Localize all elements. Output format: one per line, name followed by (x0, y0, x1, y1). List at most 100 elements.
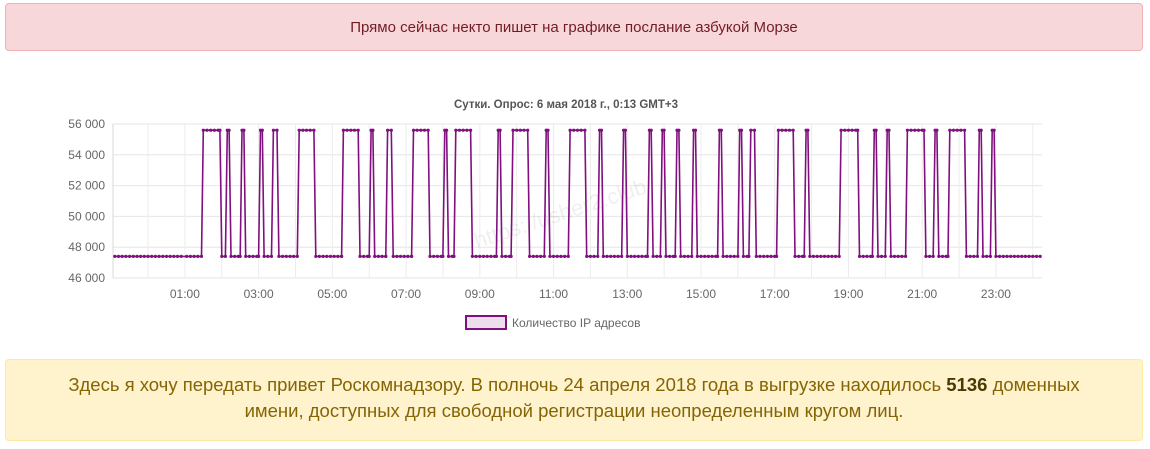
data-point (749, 128, 753, 132)
data-point (793, 254, 797, 258)
data-point (588, 254, 593, 258)
data-point (928, 254, 932, 258)
data-point (304, 128, 309, 132)
data-point (892, 254, 897, 258)
data-point (880, 254, 884, 258)
series-ip-count (113, 128, 1042, 258)
data-point (358, 254, 362, 258)
data-point (139, 254, 143, 258)
data-point (531, 254, 535, 258)
data-point (787, 128, 792, 132)
data-point (951, 128, 956, 132)
data-point (205, 128, 209, 132)
data-point (1001, 254, 1005, 258)
data-point (511, 128, 515, 132)
data-point (223, 254, 227, 258)
data-point (380, 254, 384, 258)
data-point (411, 128, 416, 132)
data-point (575, 128, 580, 132)
y-tick-label: 50 000 (68, 209, 105, 223)
chart-legend[interactable]: Количество IP адресов (465, 315, 640, 330)
legend-swatch[interactable] (465, 315, 507, 330)
data-point (251, 254, 255, 258)
data-point (345, 128, 349, 132)
data-point (651, 254, 655, 258)
legend-label[interactable]: Количество IP адресов (512, 316, 640, 330)
data-point (633, 254, 637, 258)
data-point (826, 254, 830, 258)
y-tick-label: 48 000 (68, 240, 105, 254)
data-point (791, 128, 795, 132)
data-point (470, 254, 474, 258)
data-point (645, 254, 650, 258)
data-point (605, 254, 609, 258)
x-tick-label: 13:00 (612, 287, 642, 301)
data-point (376, 254, 380, 258)
data-point (963, 128, 967, 132)
data-point (142, 254, 146, 258)
data-point (802, 254, 806, 258)
data-point (489, 254, 493, 258)
data-point (277, 254, 281, 258)
data-point (830, 254, 834, 258)
data-point (981, 254, 985, 258)
data-point (398, 254, 403, 258)
data-point (874, 128, 878, 132)
data-point (161, 254, 165, 258)
data-point (870, 254, 875, 258)
data-point (806, 128, 810, 132)
data-point (765, 254, 770, 258)
data-point (410, 254, 414, 258)
data-point (662, 128, 666, 132)
data-point (292, 254, 296, 258)
data-point (706, 254, 711, 258)
data-point (415, 128, 419, 132)
data-point (797, 254, 801, 258)
data-point (636, 254, 640, 258)
data-point (522, 128, 526, 132)
data-point (172, 254, 176, 258)
data-point (244, 254, 248, 258)
data-point (384, 254, 388, 258)
data-point (218, 128, 222, 132)
data-point (649, 128, 653, 132)
data-point (975, 254, 980, 258)
data-point (846, 128, 851, 132)
data-point (563, 254, 567, 258)
greeting-text-after: доменных имени, доступных для свободной … (244, 374, 1080, 421)
data-point (185, 254, 189, 258)
data-point (446, 254, 451, 258)
data-point (1020, 254, 1024, 258)
data-point (445, 128, 449, 132)
data-point (699, 254, 703, 258)
data-point (592, 254, 596, 258)
data-point (922, 128, 926, 132)
data-point (131, 254, 135, 258)
data-point (876, 254, 880, 258)
data-point (679, 254, 683, 258)
data-point (150, 254, 154, 258)
morse-alert: Прямо сейчас некто пишет на графике посл… (5, 3, 1143, 51)
data-point (262, 254, 266, 258)
data-point (822, 254, 827, 258)
data-point (784, 128, 788, 132)
data-point (579, 128, 583, 132)
data-point (747, 254, 751, 258)
data-point (441, 254, 445, 258)
data-point (599, 128, 604, 132)
data-point (113, 254, 117, 258)
data-point (188, 254, 192, 258)
data-point (905, 128, 910, 132)
data-point (498, 128, 502, 132)
data-point (526, 128, 530, 132)
data-point (386, 128, 390, 132)
data-point (629, 254, 633, 258)
data-point (422, 128, 427, 132)
data-point (780, 128, 784, 132)
data-point (769, 254, 773, 258)
data-point (585, 254, 589, 258)
data-point (500, 254, 504, 258)
data-point (196, 254, 200, 258)
x-tick-label: 05:00 (317, 287, 347, 301)
data-point (494, 254, 498, 258)
